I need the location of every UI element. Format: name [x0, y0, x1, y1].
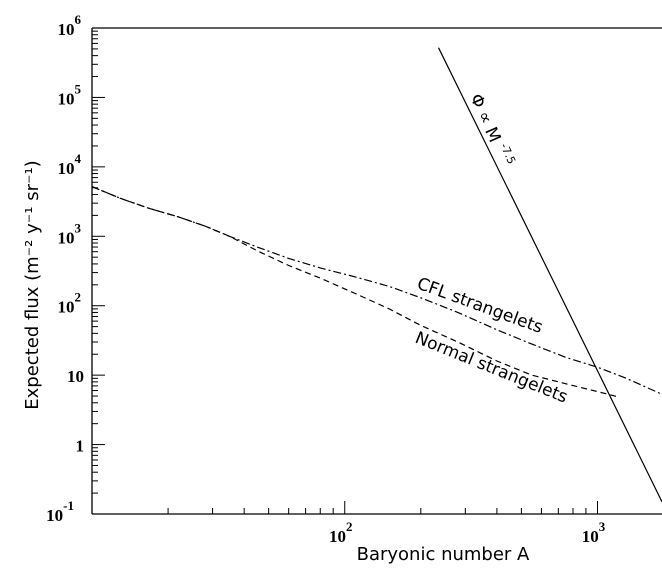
- power-law-base: Φ ∝ M: [465, 91, 504, 146]
- y-tick-base: 10: [67, 367, 84, 386]
- y-tick-base: 10: [58, 228, 75, 247]
- axis-ticks: [91, 27, 598, 515]
- y-tick-label: 106: [58, 12, 82, 39]
- y-tick-base: 10: [58, 89, 75, 108]
- y-tick-base: 10: [58, 298, 75, 317]
- y-tick-base: 1: [76, 437, 85, 456]
- y-tick-label: 103: [58, 220, 82, 247]
- x-tick-label: 103: [582, 519, 606, 546]
- y-tick-label: 10: [67, 367, 84, 386]
- y-tick-label: 10-1: [46, 498, 74, 525]
- series-line-2: [437, 47, 662, 503]
- x-tick-base: 10: [582, 527, 599, 546]
- annotation-cfl-strangelets: CFL strangelets: [414, 274, 545, 338]
- y-tick-label: 1: [76, 437, 85, 456]
- y-axis-title: Expected flux (m⁻² y⁻¹ sr⁻¹): [22, 160, 43, 409]
- y-tick-base: 10: [46, 506, 63, 525]
- y-tick-base: 10: [58, 20, 75, 39]
- y-tick-exponent: 6: [75, 12, 82, 27]
- series-line-0: [91, 186, 618, 398]
- y-tick-exponent: 2: [75, 290, 82, 305]
- y-tick-exponent: 4: [75, 151, 82, 166]
- plot-axes: [91, 27, 662, 515]
- x-tick-label: 102: [329, 519, 353, 546]
- y-tick-exponent: -1: [63, 498, 74, 513]
- x-tick-exponent: 2: [346, 519, 353, 534]
- x-tick-base: 10: [329, 527, 346, 546]
- annotation-power-law: Φ ∝ M -7.5: [465, 90, 518, 170]
- annotation-normal-strangelets: Normal strangelets: [412, 328, 570, 407]
- series-lines: [91, 47, 662, 503]
- x-tick-exponent: 3: [599, 519, 606, 534]
- y-tick-exponent: 5: [75, 81, 82, 96]
- y-tick-label: 104: [58, 151, 82, 178]
- series-line-1: [91, 186, 662, 395]
- x-axis-title: Baryonic number A: [357, 544, 530, 565]
- y-tick-exponent: 3: [75, 220, 82, 235]
- y-tick-label: 105: [58, 81, 82, 108]
- y-tick-base: 10: [58, 159, 75, 178]
- power-law-exponent: -7.5: [498, 141, 519, 166]
- y-tick-label: 102: [58, 290, 82, 317]
